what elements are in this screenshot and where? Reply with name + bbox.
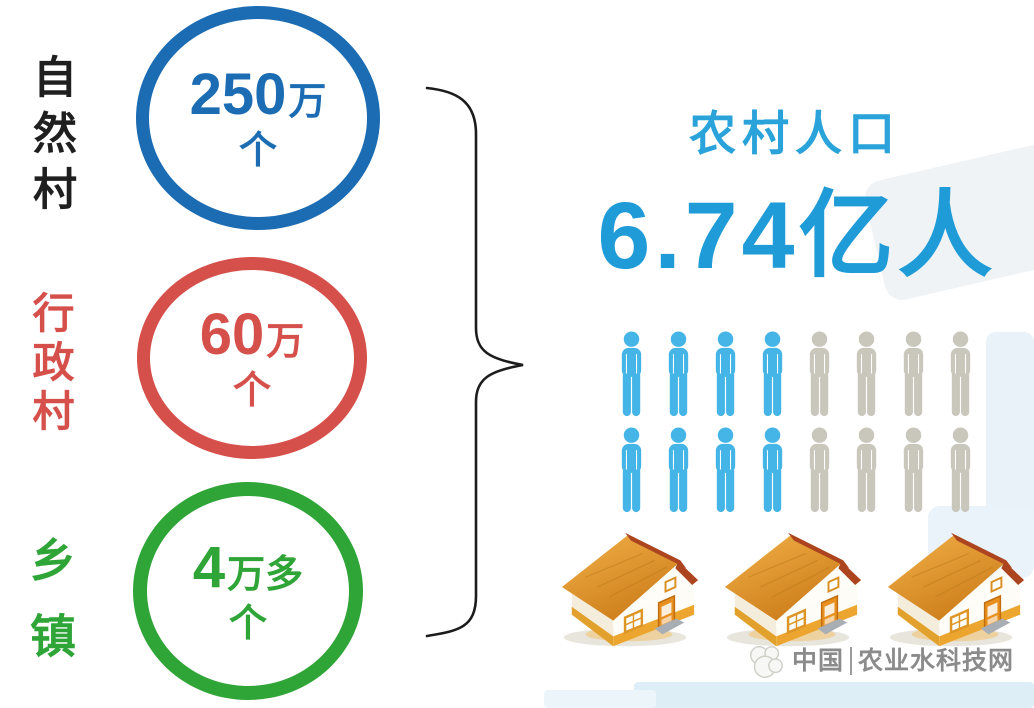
- person-icon: [847, 330, 886, 419]
- person-icon: [706, 426, 745, 515]
- township-value: 4 万多: [193, 539, 303, 597]
- houses-row: [556, 524, 1030, 654]
- person-icon: [941, 426, 980, 515]
- person-icon: [753, 330, 792, 419]
- house-icon: [556, 524, 704, 654]
- natural-village-value: 250 万: [190, 66, 327, 124]
- person-icon: [800, 330, 839, 419]
- admin-village-unit: 个: [232, 370, 271, 412]
- person-icon: [941, 330, 980, 419]
- person-icon: [894, 330, 933, 419]
- person-icon: [800, 426, 839, 515]
- person-icon: [659, 330, 698, 419]
- brace-icon: [425, 86, 524, 638]
- background-watermark-shape: [634, 682, 1034, 708]
- watermark-logo-icon: [744, 638, 786, 684]
- natural-village-value-number: 250: [189, 62, 287, 127]
- admin-village-label: 行政村: [27, 291, 74, 438]
- person-icon: [612, 330, 651, 419]
- pictogram-row: [612, 426, 980, 515]
- house-icon: [882, 524, 1030, 654]
- natural-village-value-suffix: 万: [288, 81, 327, 123]
- township-label: 乡镇: [24, 536, 76, 688]
- natural-village-circle: 250 万 个: [136, 6, 380, 230]
- admin-village-value-suffix: 万: [266, 321, 305, 363]
- natural-village-label: 自然村: [26, 54, 75, 222]
- person-icon: [847, 426, 886, 515]
- admin-village-circle: 60 万 个: [137, 257, 367, 459]
- township-value-suffix: 万多: [227, 554, 304, 596]
- rural-population-value: 6.74亿人: [597, 183, 997, 289]
- township-circle: 4 万多 个: [133, 482, 363, 700]
- township-value-number: 4: [192, 535, 226, 600]
- person-icon: [659, 426, 698, 515]
- pictogram-row: [612, 330, 980, 419]
- house-icon: [719, 524, 867, 654]
- person-icon: [894, 426, 933, 515]
- person-icon: [612, 426, 651, 515]
- natural-village-unit: 个: [238, 130, 277, 172]
- background-watermark-shape: [544, 690, 656, 708]
- person-icon: [753, 426, 792, 515]
- population-pictogram: [612, 330, 980, 515]
- admin-village-value: 60 万: [200, 306, 305, 364]
- person-icon: [706, 330, 745, 419]
- admin-village-value-number: 60: [199, 302, 265, 367]
- watermark-divider: [850, 647, 853, 675]
- rural-population-title: 农村人口: [689, 107, 901, 160]
- watermark-brand-right: 农业水科技网: [858, 646, 1015, 675]
- township-unit: 个: [228, 603, 267, 645]
- watermark-brand-left: 中国: [792, 646, 845, 675]
- watermark: 中国 农业水科技网: [744, 638, 1014, 684]
